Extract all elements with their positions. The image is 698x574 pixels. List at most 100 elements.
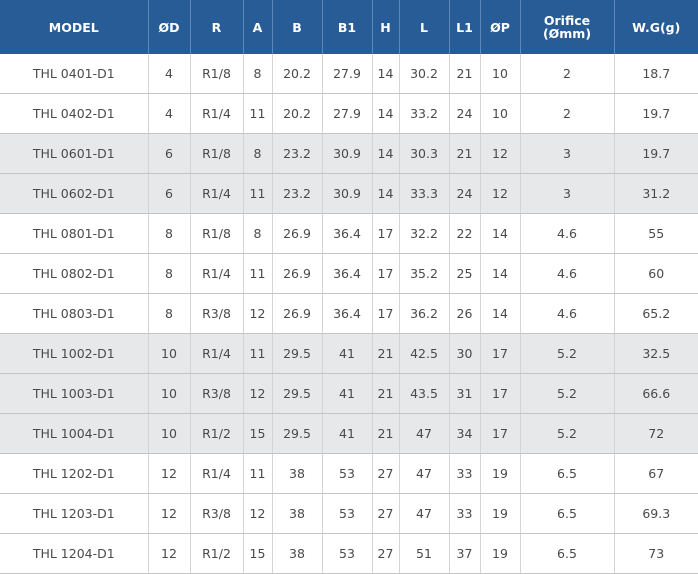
column-header-l1: L1 [449,0,480,54]
cell-a: 8 [243,54,272,94]
column-header-text: A [244,21,272,34]
cell-h: 17 [372,294,399,334]
cell-l: 36.2 [399,294,449,334]
column-header-text: H [373,21,399,34]
cell-b: 23.2 [272,134,322,174]
cell-b: 29.5 [272,374,322,414]
column-header-h: H [372,0,399,54]
cell-l1: 34 [449,414,480,454]
cell-orifice: 6.5 [520,494,614,534]
column-header-text: (Ømm) [521,27,614,40]
cell-wg: 32.5 [614,334,698,374]
cell-l1: 24 [449,174,480,214]
cell-op: 12 [480,174,520,214]
cell-b1: 53 [322,454,372,494]
cell-a: 11 [243,174,272,214]
cell-a: 12 [243,494,272,534]
cell-l1: 33 [449,494,480,534]
column-header-od: ØD [148,0,190,54]
column-header-text: L1 [450,21,480,34]
cell-h: 14 [372,174,399,214]
cell-model: THL 0601-D1 [0,134,148,174]
cell-r: R1/4 [190,254,243,294]
cell-a: 11 [243,254,272,294]
cell-wg: 18.7 [614,54,698,94]
cell-a: 11 [243,94,272,134]
cell-wg: 19.7 [614,134,698,174]
cell-wg: 65.2 [614,294,698,334]
cell-orifice: 2 [520,54,614,94]
cell-op: 17 [480,334,520,374]
cell-a: 15 [243,414,272,454]
column-header-text: B [273,21,322,34]
cell-od: 10 [148,414,190,454]
column-header-text: R [191,21,243,34]
cell-l: 30.3 [399,134,449,174]
cell-b1: 53 [322,494,372,534]
cell-model: THL 1203-D1 [0,494,148,534]
cell-h: 27 [372,454,399,494]
column-header-a: A [243,0,272,54]
cell-h: 21 [372,374,399,414]
cell-l: 47 [399,414,449,454]
cell-orifice: 4.6 [520,254,614,294]
cell-l1: 37 [449,534,480,574]
cell-b: 26.9 [272,254,322,294]
cell-h: 17 [372,214,399,254]
cell-model: THL 0602-D1 [0,174,148,214]
cell-l: 51 [399,534,449,574]
cell-l1: 25 [449,254,480,294]
cell-wg: 69.3 [614,494,698,534]
cell-wg: 67 [614,454,698,494]
cell-l1: 24 [449,94,480,134]
cell-a: 12 [243,374,272,414]
column-header-text: ØD [149,21,190,34]
cell-wg: 72 [614,414,698,454]
column-header-l: L [399,0,449,54]
cell-b1: 36.4 [322,214,372,254]
cell-model: THL 0401-D1 [0,54,148,94]
cell-orifice: 2 [520,94,614,134]
cell-r: R1/4 [190,334,243,374]
cell-model: THL 0402-D1 [0,94,148,134]
cell-l1: 31 [449,374,480,414]
column-header-model: MODEL [0,0,148,54]
cell-op: 17 [480,414,520,454]
column-header-wg: W.G(g) [614,0,698,54]
cell-l1: 30 [449,334,480,374]
cell-od: 10 [148,374,190,414]
cell-wg: 66.6 [614,374,698,414]
cell-orifice: 3 [520,174,614,214]
cell-b1: 53 [322,534,372,574]
cell-h: 21 [372,414,399,454]
cell-h: 27 [372,494,399,534]
cell-model: THL 1202-D1 [0,454,148,494]
cell-od: 8 [148,214,190,254]
cell-orifice: 6.5 [520,534,614,574]
cell-r: R1/4 [190,454,243,494]
column-header-r: R [190,0,243,54]
cell-orifice: 5.2 [520,334,614,374]
column-header-text: MODEL [0,21,148,34]
cell-wg: 73 [614,534,698,574]
cell-b: 26.9 [272,214,322,254]
cell-h: 27 [372,534,399,574]
cell-b: 38 [272,534,322,574]
cell-h: 14 [372,54,399,94]
cell-op: 17 [480,374,520,414]
cell-l: 43.5 [399,374,449,414]
cell-od: 12 [148,454,190,494]
cell-orifice: 3 [520,134,614,174]
cell-l: 33.3 [399,174,449,214]
cell-b: 29.5 [272,414,322,454]
cell-l1: 33 [449,454,480,494]
